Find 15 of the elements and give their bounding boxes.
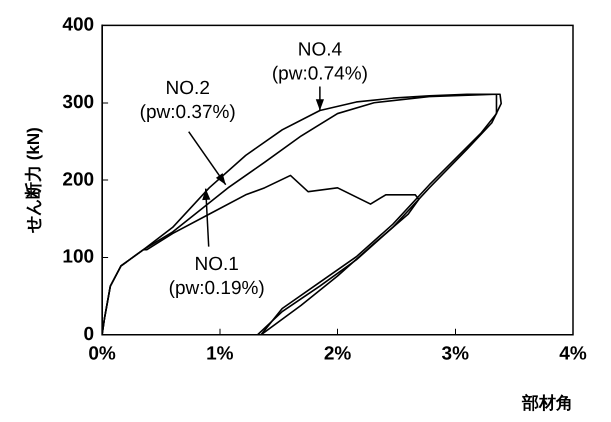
annotation: NO.2 (pw:0.37%) [140, 78, 236, 123]
y-axis-title: せん断力 (kN) [24, 127, 43, 234]
y-tick-label: 200 [62, 169, 94, 190]
x-tick-label: 3% [442, 343, 470, 364]
annotation: NO.4 (pw:0.74%) [272, 40, 368, 85]
x-tick-label: 1% [206, 343, 234, 364]
y-tick-label: 0 [84, 324, 94, 346]
y-tick-label: 400 [62, 14, 94, 36]
y-tick-label: 100 [62, 246, 94, 268]
annotation: NO.1 (pw:0.19%) [168, 254, 265, 299]
y-tick-label: 300 [62, 92, 94, 113]
x-tick-label: 0% [88, 343, 116, 364]
x-axis-title: 部材角 [521, 393, 573, 412]
x-tick-label: 4% [559, 343, 587, 364]
x-tick-label: 2% [324, 343, 352, 364]
